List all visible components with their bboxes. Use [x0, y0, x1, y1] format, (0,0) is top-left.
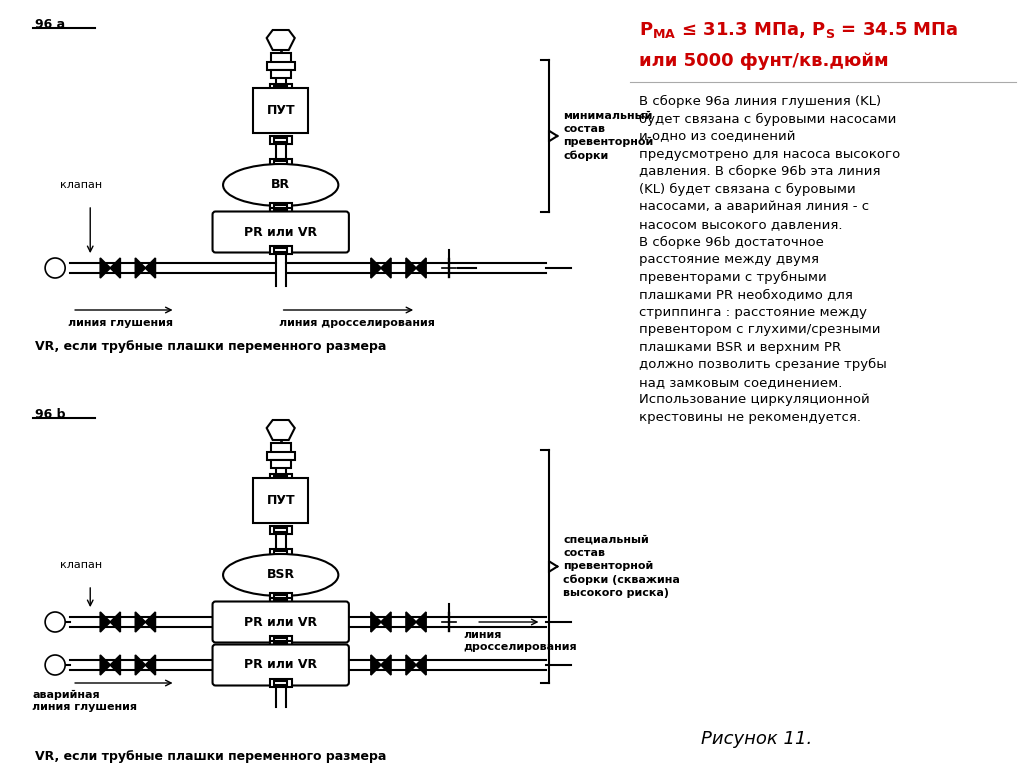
- Text: В сборке 96а линия глушения (KL)
будет связана с буровыми насосами
и одно из сое: В сборке 96а линия глушения (KL) будет с…: [640, 95, 901, 424]
- Text: PR или VR: PR или VR: [244, 658, 317, 671]
- Polygon shape: [266, 30, 295, 50]
- Polygon shape: [416, 258, 426, 278]
- Polygon shape: [135, 258, 145, 278]
- Polygon shape: [381, 258, 391, 278]
- Text: 96 a: 96 a: [35, 18, 66, 31]
- Text: Рисунок 11.: Рисунок 11.: [701, 730, 812, 748]
- Ellipse shape: [223, 164, 338, 206]
- Text: 96 b: 96 b: [35, 408, 66, 421]
- Bar: [270, 443, 291, 453]
- Bar: [274, 205, 288, 209]
- Bar: [269, 474, 292, 482]
- Circle shape: [45, 655, 66, 675]
- Circle shape: [45, 258, 66, 278]
- Polygon shape: [111, 655, 120, 675]
- Bar: [274, 86, 288, 90]
- FancyBboxPatch shape: [213, 601, 349, 643]
- Bar: [274, 551, 288, 555]
- Bar: [269, 159, 292, 167]
- Polygon shape: [145, 258, 156, 278]
- Polygon shape: [407, 655, 416, 675]
- Polygon shape: [416, 612, 426, 632]
- Polygon shape: [371, 258, 381, 278]
- Bar: [274, 528, 288, 532]
- Text: BSR: BSR: [266, 568, 295, 581]
- Text: VR, если трубные плашки переменного размера: VR, если трубные плашки переменного разм…: [35, 750, 386, 763]
- Polygon shape: [100, 258, 111, 278]
- Bar: [269, 526, 292, 534]
- Bar: [274, 248, 288, 252]
- Bar: [269, 598, 292, 606]
- Bar: [269, 593, 292, 601]
- Text: аварийная
линия глушения: аварийная линия глушения: [32, 690, 137, 712]
- Ellipse shape: [223, 554, 338, 596]
- Bar: [274, 161, 288, 165]
- Bar: [253, 478, 308, 522]
- Polygon shape: [145, 655, 156, 675]
- Polygon shape: [371, 612, 381, 632]
- Text: или 5000 фунт/кв.дюйм: или 5000 фунт/кв.дюйм: [640, 52, 889, 70]
- Text: ПУТ: ПУТ: [266, 104, 295, 117]
- Bar: [274, 643, 288, 647]
- Bar: [266, 452, 295, 460]
- Bar: [274, 638, 288, 642]
- Polygon shape: [100, 612, 111, 632]
- Bar: [274, 476, 288, 480]
- Bar: [270, 53, 291, 63]
- Text: минимальный
состав
превенторной
сборки: минимальный состав превенторной сборки: [563, 111, 653, 161]
- Bar: [270, 70, 291, 78]
- Polygon shape: [381, 655, 391, 675]
- Polygon shape: [145, 612, 156, 632]
- Bar: [269, 549, 292, 557]
- FancyBboxPatch shape: [213, 644, 349, 686]
- Polygon shape: [416, 655, 426, 675]
- Polygon shape: [371, 655, 381, 675]
- Text: линия глушения: линия глушения: [69, 318, 173, 328]
- Text: ПУТ: ПУТ: [266, 494, 295, 507]
- Polygon shape: [381, 612, 391, 632]
- Bar: [274, 138, 288, 142]
- Polygon shape: [100, 655, 111, 675]
- Text: P$_{\mathregular{MA}}$ ≤ 31.3 МПа, P$_{\mathregular{S}}$ = 34.5 МПа: P$_{\mathregular{MA}}$ ≤ 31.3 МПа, P$_{\…: [640, 20, 959, 40]
- Bar: [269, 84, 292, 92]
- Bar: [270, 460, 291, 468]
- Bar: [274, 210, 288, 214]
- Bar: [269, 203, 292, 211]
- Text: линия
дросселирования: линия дросселирования: [463, 630, 577, 651]
- Text: линия дросселирования: линия дросселирования: [279, 318, 434, 328]
- Polygon shape: [135, 612, 145, 632]
- Bar: [266, 62, 295, 70]
- Bar: [269, 636, 292, 644]
- Polygon shape: [135, 655, 145, 675]
- Polygon shape: [407, 612, 416, 632]
- Polygon shape: [111, 612, 120, 632]
- Bar: [274, 595, 288, 599]
- Text: специальный
состав
превенторной
сборки (скважина
высокого риска): специальный состав превенторной сборки (…: [563, 535, 680, 598]
- Bar: [269, 208, 292, 216]
- Bar: [269, 679, 292, 687]
- Bar: [274, 600, 288, 604]
- Bar: [253, 88, 308, 133]
- Text: клапан: клапан: [60, 560, 102, 570]
- Text: клапан: клапан: [60, 180, 102, 190]
- Bar: [269, 136, 292, 144]
- Polygon shape: [407, 258, 416, 278]
- Text: PR или VR: PR или VR: [244, 615, 317, 628]
- Bar: [274, 681, 288, 685]
- Text: PR или VR: PR или VR: [244, 226, 317, 239]
- FancyBboxPatch shape: [213, 211, 349, 253]
- Polygon shape: [111, 258, 120, 278]
- Text: VR, если трубные плашки переменного размера: VR, если трубные плашки переменного разм…: [35, 340, 386, 353]
- Bar: [269, 246, 292, 254]
- Circle shape: [45, 612, 66, 632]
- Polygon shape: [266, 420, 295, 440]
- Bar: [269, 641, 292, 649]
- Text: BR: BR: [271, 178, 290, 191]
